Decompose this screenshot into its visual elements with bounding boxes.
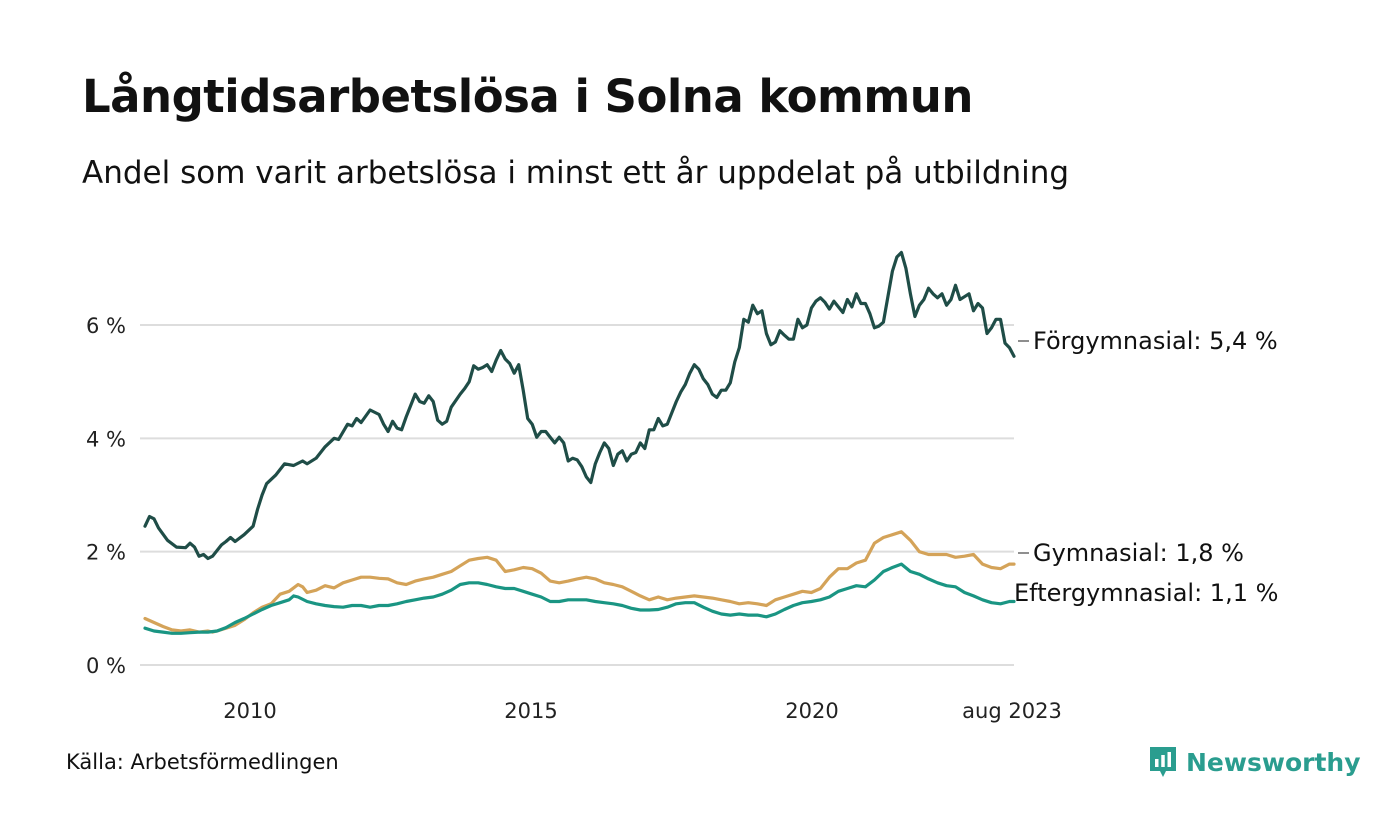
chart-subtitle: Andel som varit arbetslösa i minst ett å…: [82, 155, 1070, 191]
series-line-förgymnasial: [143, 250, 1016, 561]
source-note: Källa: Arbetsförmedlingen: [66, 750, 339, 774]
y-tick-label: 4 %: [86, 427, 126, 451]
x-tick-label: 2010: [223, 699, 276, 723]
series-line-gymnasial: [143, 530, 1016, 634]
newsworthy-logo: Newsworthy: [1148, 745, 1361, 779]
series-line-eftergymnasial: [143, 562, 1016, 635]
newsworthy-brand: Newsworthy: [1186, 747, 1361, 777]
y-tick-label: 0 %: [86, 654, 126, 678]
y-tick-label: 6 %: [86, 314, 126, 338]
x-tick-label: 2020: [785, 699, 838, 723]
gridlines: [140, 324, 1014, 666]
newsworthy-logo-icon: [1150, 747, 1176, 777]
series-end-labels: Förgymnasial: 5,4 % Gymnasial: 1,8 % Efter…: [1014, 327, 1278, 607]
y-tick-label: 2 %: [86, 541, 126, 565]
x-axis-ticks: 2010 2015 2020 aug 2023: [223, 699, 1062, 723]
series-lines: [143, 250, 1016, 635]
series-label-gymnasial: Gymnasial: 1,8 %: [1033, 539, 1244, 567]
chart-title: Långtidsarbetslösa i Solna kommun: [82, 70, 973, 123]
series-label-förgymnasial: Förgymnasial: 5,4 %: [1033, 327, 1278, 355]
series-label-eftergymnasial: Eftergymnasial: 1,1 %: [1014, 579, 1278, 607]
x-tick-label: aug 2023: [962, 699, 1062, 723]
x-tick-label: 2015: [504, 699, 557, 723]
y-axis-ticks: 0 % 2 % 4 % 6 %: [86, 314, 126, 678]
